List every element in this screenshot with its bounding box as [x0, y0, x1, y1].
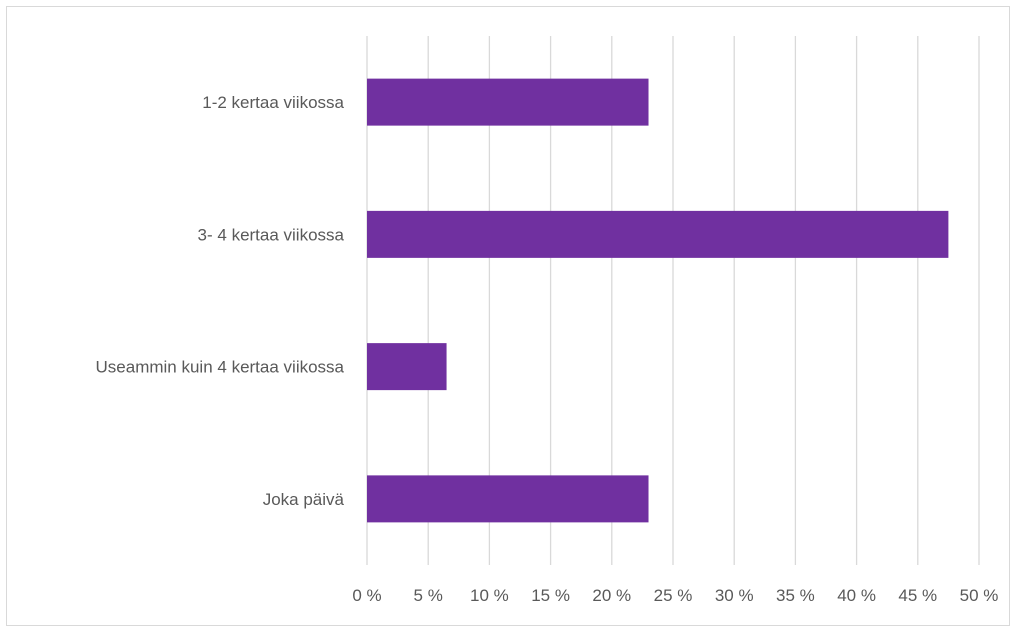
- x-tick-label: 5 %: [414, 586, 443, 605]
- bar: [367, 210, 949, 258]
- x-tick-label: 45 %: [898, 586, 937, 605]
- x-tick-label: 15 %: [531, 586, 570, 605]
- x-tick-label: 10 %: [470, 586, 509, 605]
- category-labels: 1-2 kertaa viikossa 3- 4 kertaa viikossa U…: [96, 93, 345, 509]
- x-tick-label: 20 %: [592, 586, 631, 605]
- category-label: 3- 4 kertaa viikossa: [198, 225, 345, 244]
- bar: [367, 475, 649, 523]
- bar: [367, 78, 649, 126]
- category-label: 1-2 kertaa viikossa: [202, 93, 344, 112]
- x-tick-label: 40 %: [837, 586, 876, 605]
- x-tick-label: 35 %: [776, 586, 815, 605]
- bar: [367, 343, 447, 391]
- category-label: Useammin kuin 4 kertaa viikossa: [96, 358, 345, 377]
- x-tick-label: 30 %: [715, 586, 754, 605]
- x-tick-label: 50 %: [960, 586, 999, 605]
- bars: [367, 78, 949, 523]
- x-tick-label: 25 %: [654, 586, 693, 605]
- x-tick-label: 0 %: [352, 586, 381, 605]
- x-axis-tick-labels: 0 % 5 % 10 % 15 % 20 % 25 % 30 % 35 % 40 % 45 % 50…: [352, 586, 998, 605]
- category-label: Joka päivä: [263, 490, 345, 509]
